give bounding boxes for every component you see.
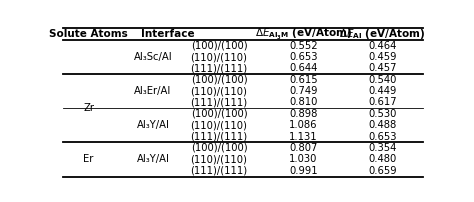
Text: 0.457: 0.457 bbox=[368, 63, 397, 73]
Text: (110)/(110): (110)/(110) bbox=[191, 86, 247, 96]
Text: 0.617: 0.617 bbox=[368, 98, 397, 107]
Text: (110)/(110): (110)/(110) bbox=[191, 120, 247, 130]
Text: (111)/(111): (111)/(111) bbox=[191, 166, 247, 176]
Text: 0.644: 0.644 bbox=[289, 63, 318, 73]
Text: Zr: Zr bbox=[83, 103, 94, 113]
Text: $\Delta E_{\mathregular{Al_3M}}$ (eV/Atom): $\Delta E_{\mathregular{Al_3M}}$ (eV/Ato… bbox=[255, 27, 352, 42]
Text: Al₃Er/Al: Al₃Er/Al bbox=[134, 86, 172, 96]
Text: 0.459: 0.459 bbox=[368, 52, 397, 62]
Text: Solute Atoms: Solute Atoms bbox=[49, 29, 128, 39]
Text: (100)/(100): (100)/(100) bbox=[191, 75, 247, 85]
Text: Al₃Y/Al: Al₃Y/Al bbox=[137, 154, 169, 164]
Text: 0.449: 0.449 bbox=[368, 86, 397, 96]
Text: Al₃Y/Al: Al₃Y/Al bbox=[137, 120, 169, 130]
Text: 0.898: 0.898 bbox=[289, 109, 318, 119]
Text: Al₃Sc/Al: Al₃Sc/Al bbox=[134, 52, 172, 62]
Text: (110)/(110): (110)/(110) bbox=[191, 52, 247, 62]
Text: 0.991: 0.991 bbox=[289, 166, 318, 176]
Text: 0.552: 0.552 bbox=[289, 41, 318, 51]
Text: 0.530: 0.530 bbox=[368, 109, 397, 119]
Text: 0.807: 0.807 bbox=[289, 143, 318, 153]
Text: (100)/(100): (100)/(100) bbox=[191, 41, 247, 51]
Text: 0.488: 0.488 bbox=[368, 120, 397, 130]
Text: (111)/(111): (111)/(111) bbox=[191, 132, 247, 142]
Text: Interface: Interface bbox=[141, 29, 194, 39]
Text: (111)/(111): (111)/(111) bbox=[191, 98, 247, 107]
Text: Er: Er bbox=[83, 154, 94, 164]
Text: (110)/(110): (110)/(110) bbox=[191, 154, 247, 164]
Text: (100)/(100): (100)/(100) bbox=[191, 143, 247, 153]
Text: 0.540: 0.540 bbox=[368, 75, 397, 85]
Text: 1.030: 1.030 bbox=[289, 154, 318, 164]
Text: 0.653: 0.653 bbox=[368, 132, 397, 142]
Text: (111)/(111): (111)/(111) bbox=[191, 63, 247, 73]
Text: 0.810: 0.810 bbox=[289, 98, 318, 107]
Text: $\Delta E_{\mathregular{Al}}$ (eV/Atom): $\Delta E_{\mathregular{Al}}$ (eV/Atom) bbox=[339, 27, 426, 41]
Text: 0.749: 0.749 bbox=[289, 86, 318, 96]
Text: 0.653: 0.653 bbox=[289, 52, 318, 62]
Text: (100)/(100): (100)/(100) bbox=[191, 109, 247, 119]
Text: 1.131: 1.131 bbox=[289, 132, 318, 142]
Text: 0.354: 0.354 bbox=[368, 143, 397, 153]
Text: 0.480: 0.480 bbox=[368, 154, 397, 164]
Text: 0.659: 0.659 bbox=[368, 166, 397, 176]
Text: 0.464: 0.464 bbox=[368, 41, 397, 51]
Text: 1.086: 1.086 bbox=[289, 120, 318, 130]
Text: 0.615: 0.615 bbox=[289, 75, 318, 85]
